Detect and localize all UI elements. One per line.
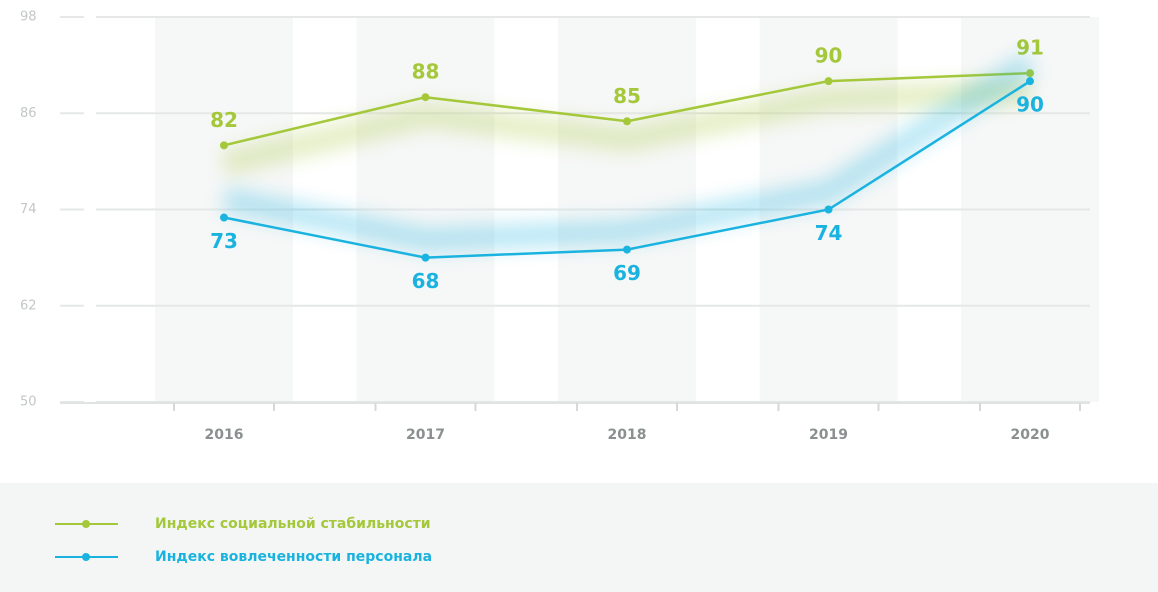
data-label: 85: [613, 84, 641, 108]
data-label: 90: [1016, 93, 1044, 117]
point: [1026, 77, 1034, 86]
data-label: 82: [210, 108, 238, 132]
legend-dot: [82, 520, 90, 528]
legend-box: [0, 483, 1158, 592]
point: [824, 77, 833, 86]
legend-dot: [82, 553, 90, 561]
y-tick-label: 62: [20, 298, 37, 313]
axis-break: [84, 205, 96, 214]
x-tick-label: 2016: [205, 427, 244, 443]
data-label: 74: [815, 221, 843, 245]
x-tick-label: 2018: [608, 427, 647, 443]
point: [824, 205, 833, 214]
axis-break: [84, 13, 96, 21]
y-tick-label: 50: [20, 395, 37, 410]
data-label: 73: [210, 229, 238, 253]
legend-label: Индекс вовлеченности персонала: [155, 549, 432, 565]
data-label: 88: [412, 60, 440, 84]
x-tick-label: 2017: [406, 427, 445, 443]
data-label: 68: [412, 269, 440, 293]
line-glow: [221, 52, 1037, 253]
axis-break: [84, 301, 96, 310]
legend-label: Индекс социальной стабильности: [155, 516, 431, 532]
point: [623, 117, 631, 126]
point: [421, 93, 430, 102]
data-label: 69: [613, 261, 641, 285]
point: [623, 245, 631, 254]
y-tick-label: 86: [20, 106, 37, 121]
axis-break: [84, 109, 96, 118]
point: [421, 253, 430, 262]
line-glow: [220, 78, 1031, 176]
point: [220, 213, 228, 222]
data-label: 90: [815, 44, 843, 68]
point: [220, 141, 228, 150]
y-tick-label: 98: [20, 10, 37, 25]
y-tick-label: 74: [20, 202, 37, 217]
x-tick-label: 2019: [809, 427, 848, 443]
x-tick-label: 2020: [1011, 427, 1050, 443]
